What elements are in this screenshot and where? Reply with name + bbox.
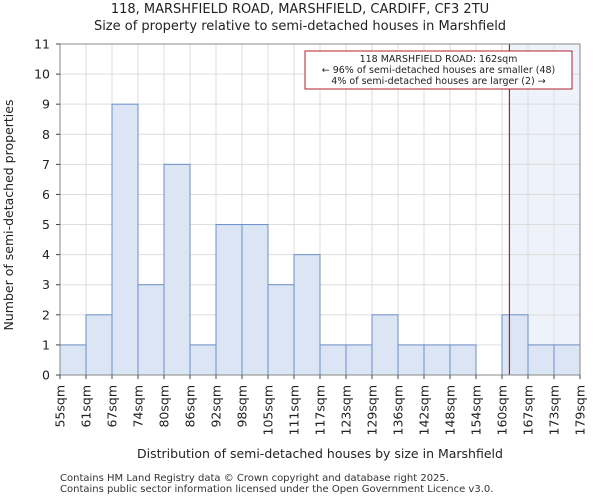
x-tick-label: 117sqm: [313, 385, 328, 435]
footer-licence: Contains public sector information licen…: [60, 484, 494, 495]
histogram-bar: [397, 344, 425, 376]
histogram-bar: [371, 314, 399, 376]
histogram-bar: [553, 344, 581, 376]
x-tick-label: 98sqm: [235, 385, 250, 428]
y-tick-label: 10: [34, 67, 50, 82]
x-tick-label: 92sqm: [209, 385, 224, 428]
histogram-bar: [241, 224, 269, 376]
y-tick-label: 5: [42, 217, 50, 232]
x-tick-label: 160sqm: [495, 385, 510, 435]
x-tick-label: 67sqm: [105, 385, 120, 428]
annotation-larger-text: 4% of semi-detached houses are larger (2…: [331, 76, 545, 87]
y-axis-label: Number of semi-detached properties: [1, 100, 16, 331]
y-axis-ticks: 0 1 2 3 4 5 6 7 8 9 10 11: [34, 37, 60, 383]
y-tick-label: 8: [42, 127, 50, 142]
x-tick-label: 86sqm: [183, 385, 198, 428]
x-tick-label: 142sqm: [417, 385, 432, 435]
histogram-bar: [215, 224, 243, 376]
histogram-bar: [423, 344, 451, 376]
histogram-bar: [345, 344, 373, 376]
histogram-bar: [137, 284, 165, 376]
x-tick-label: 61sqm: [79, 385, 94, 428]
y-tick-label: 6: [42, 187, 50, 202]
annotation-box: 118 MARSHFIELD ROAD: 162sqm ← 96% of sem…: [304, 50, 573, 90]
histogram-bar: [59, 344, 87, 376]
annotation-smaller-text: ← 96% of semi-detached houses are smalle…: [322, 65, 556, 76]
x-tick-label: 111sqm: [287, 385, 302, 435]
y-tick-label: 9: [42, 97, 50, 112]
x-tick-label: 167sqm: [521, 385, 536, 435]
chart-title-line1: 118, MARSHFIELD ROAD, MARSHFIELD, CARDIF…: [110, 2, 490, 17]
y-tick-label: 2: [42, 307, 50, 322]
histogram-bar: [293, 254, 321, 376]
chart-subtitle: Size of property relative to semi-detach…: [93, 19, 507, 34]
y-tick-label: 7: [42, 157, 50, 172]
histogram-bar: [111, 103, 139, 376]
histogram-bar: [189, 344, 217, 376]
x-tick-label: 129sqm: [365, 385, 380, 435]
y-tick-label: 11: [34, 37, 50, 52]
x-tick-label: 80sqm: [157, 385, 172, 428]
y-tick-label: 1: [42, 337, 50, 352]
histogram-bar: [501, 314, 529, 376]
histogram-bar: [163, 163, 191, 376]
x-tick-label: 74sqm: [131, 385, 146, 428]
x-axis-label: Distribution of semi-detached houses by …: [137, 446, 503, 461]
y-tick-label: 4: [42, 247, 50, 262]
annotation-border: [304, 50, 573, 90]
x-tick-label: 154sqm: [469, 385, 484, 435]
histogram-bar: [267, 284, 295, 376]
x-tick-label: 148sqm: [443, 385, 458, 435]
x-axis-ticks: 55sqm 61sqm 67sqm 74sqm 80sqm 86sqm 92sqm 98sqm…: [53, 375, 588, 435]
x-tick-label: 136sqm: [391, 385, 406, 435]
x-tick-label: 105sqm: [261, 385, 276, 435]
x-tick-label: 179sqm: [573, 385, 588, 435]
histogram-bar: [527, 344, 555, 376]
footer-copyright: Contains HM Land Registry data © Crown c…: [60, 473, 449, 484]
annotation-subject-label: 118 MARSHFIELD ROAD: 162sqm: [360, 54, 518, 65]
y-tick-label: 3: [42, 277, 50, 292]
x-tick-label: 123sqm: [339, 385, 354, 435]
histogram-bar: [319, 344, 347, 376]
bars-group: [59, 103, 581, 376]
x-tick-label: 55sqm: [53, 385, 68, 428]
histogram-bar: [449, 344, 477, 376]
histogram-bar: [85, 314, 113, 376]
y-tick-label: 0: [42, 368, 50, 383]
x-tick-label: 173sqm: [547, 385, 562, 435]
